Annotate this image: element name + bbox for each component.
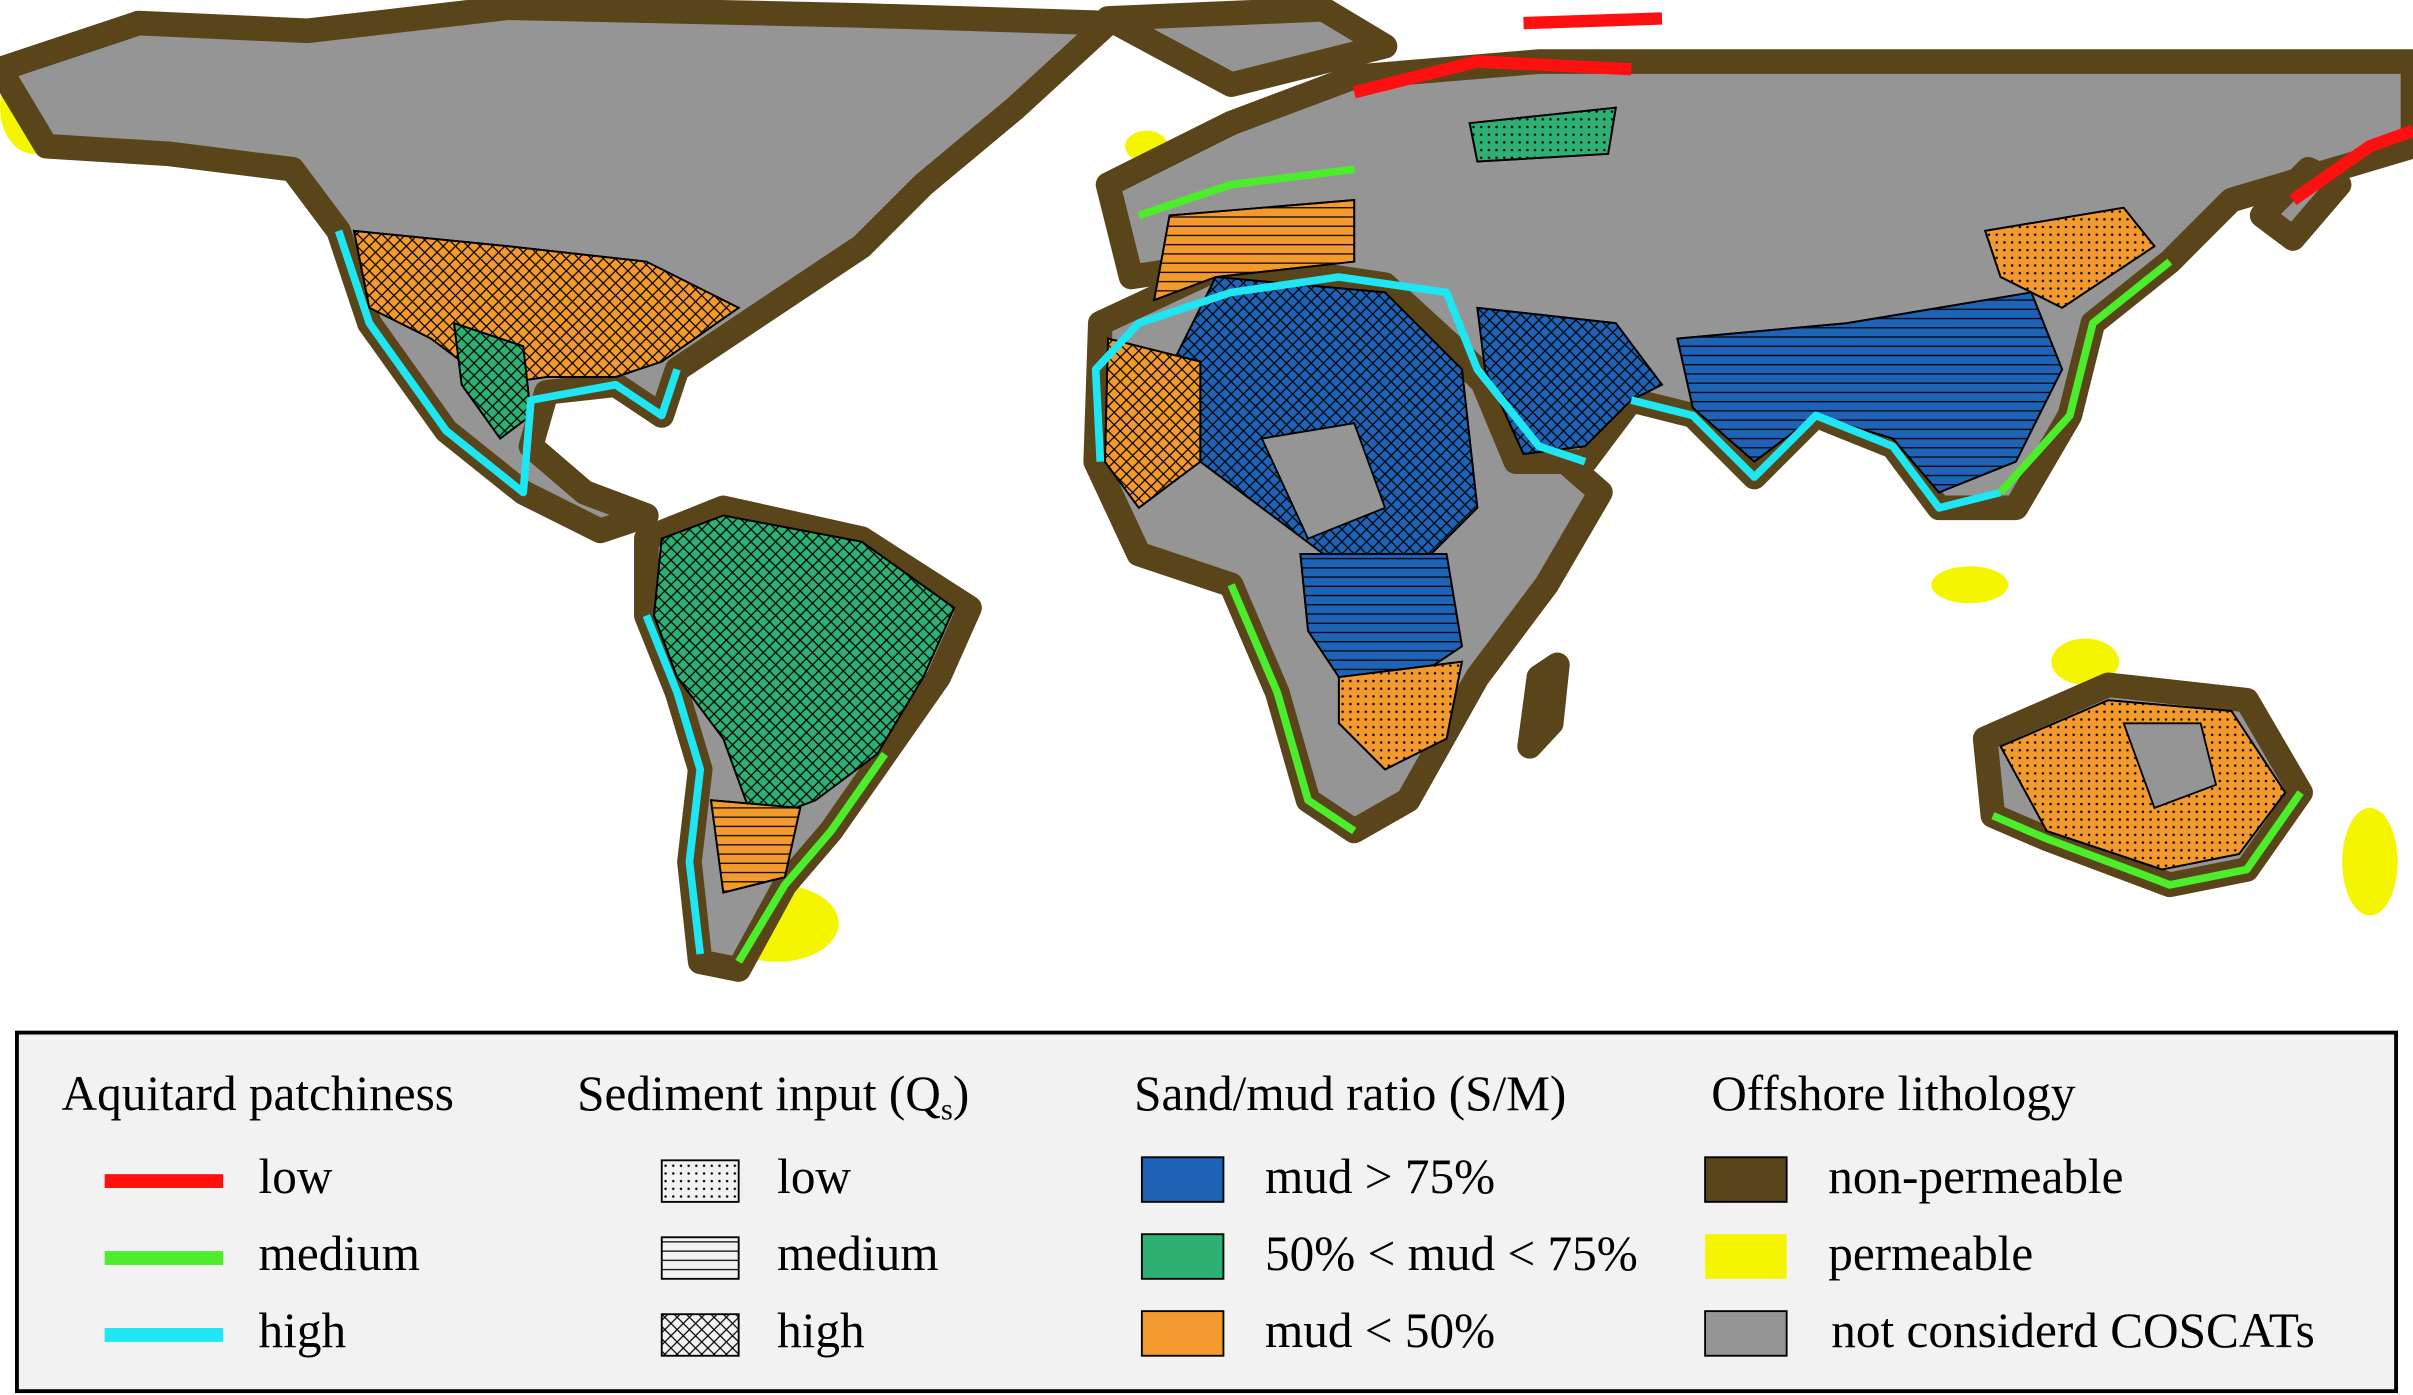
hatch: [1468, 106, 1617, 163]
greenland: [1095, 0, 1398, 97]
map-shape: [2051, 638, 2120, 685]
legend-swatches: [660, 1156, 1788, 1357]
coast-high: [334, 229, 681, 497]
legend-label: permeable: [1828, 1226, 2033, 1281]
aquitard-coastlines: [334, 12, 2413, 964]
hatch: [352, 229, 741, 386]
legend-swatch: [1705, 1234, 1787, 1279]
legend-title: Sand/mud ratio (S/M): [1134, 1066, 1566, 1121]
legend-label: not considerd COSCATs: [1831, 1303, 2314, 1358]
coast-high: [1630, 396, 2002, 512]
legend-title-text: Sediment input (Q: [577, 1066, 941, 1121]
legend-label: high: [777, 1303, 865, 1358]
hatch: [653, 514, 956, 825]
legend-swatch: [1704, 1156, 1788, 1203]
legend-title: Aquitard patchiness: [62, 1066, 454, 1121]
hatch: [1999, 699, 2287, 871]
madagascar: [1517, 652, 1570, 759]
legend-label: 50% < mud < 75%: [1265, 1226, 1638, 1281]
legend-label: low: [259, 1149, 333, 1204]
coast-medium: [1991, 790, 2304, 889]
region-sahel: [1260, 422, 1387, 540]
legend-swatch: [1140, 1233, 1225, 1280]
hatch: [1983, 206, 2156, 309]
catchment-regions: [352, 106, 2287, 894]
hatch: [709, 799, 802, 894]
legend-title-subscript: s: [941, 1093, 953, 1127]
legend-title-end: ): [953, 1066, 969, 1121]
coast-low: [1523, 12, 1663, 30]
world-map: [0, 0, 2413, 982]
legend-swatch: [660, 1236, 740, 1280]
legend-swatch: [1140, 1310, 1225, 1357]
coast-medium: [735, 751, 889, 964]
hatch: [1676, 291, 2064, 494]
legend-swatch: [660, 1313, 740, 1357]
coast-low: [1352, 55, 1632, 99]
coast-high: [642, 614, 705, 955]
legend-label: mud > 75%: [1265, 1149, 1495, 1204]
legend: Aquitard patchiness low medium high Sedi…: [15, 1030, 2398, 1394]
coast-high: [1091, 273, 1587, 466]
legend-label: medium: [777, 1226, 938, 1281]
legend-label: medium: [259, 1226, 420, 1281]
coast-low: [2289, 125, 2413, 206]
legend-swatch: [104, 1328, 224, 1342]
map-shape: [2342, 807, 2398, 916]
hatch: [1337, 660, 1464, 771]
legend-swatch: [104, 1174, 224, 1189]
coast-medium: [1997, 258, 2173, 496]
hatch: [452, 321, 532, 440]
legend-swatch: [1704, 1310, 1788, 1357]
coast-medium: [1137, 165, 1355, 220]
hatch: [1152, 199, 1356, 302]
legend-label: high: [259, 1303, 347, 1358]
legend-label: low: [777, 1149, 851, 1204]
legend-title: Sediment input (Qs): [577, 1066, 969, 1127]
legend-label: non-permeable: [1828, 1149, 2123, 1204]
legend-swatch: [104, 1251, 224, 1265]
map-shape: [1931, 566, 2009, 604]
legend-swatch: [1140, 1156, 1225, 1203]
legend-title: Offshore lithology: [1711, 1066, 2076, 1121]
coast-medium: [1227, 583, 1357, 835]
hatch: [1104, 337, 1202, 510]
legend-label: mud < 50%: [1265, 1303, 1495, 1358]
region-australia-east: [2122, 722, 2218, 810]
legend-swatch: [660, 1159, 740, 1203]
